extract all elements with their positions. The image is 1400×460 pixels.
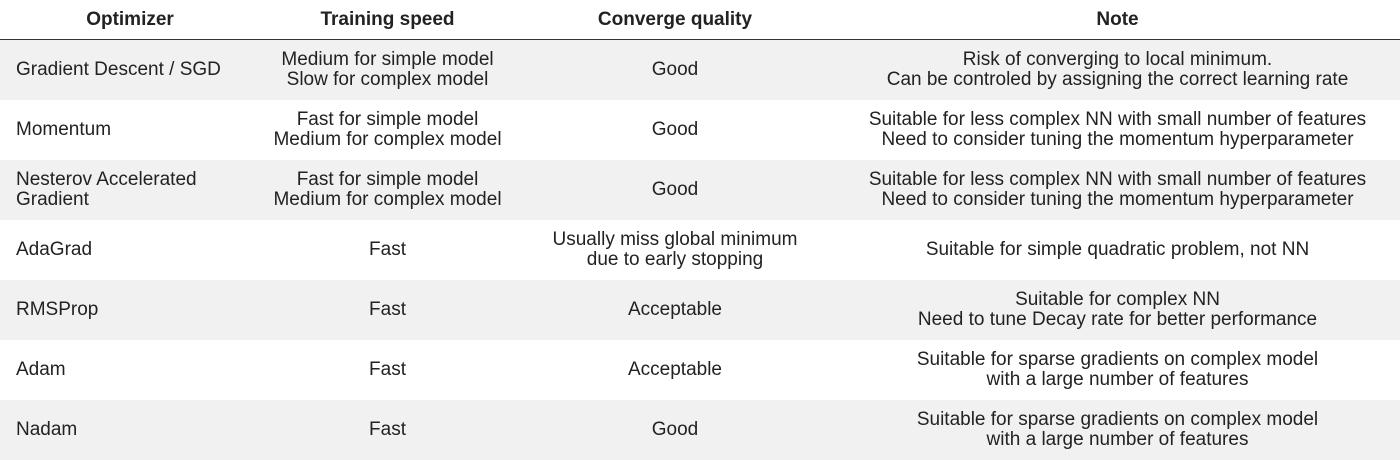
training-speed-line: Fast (264, 300, 511, 320)
training-speed-line: Medium for complex model (264, 190, 511, 210)
optimizer-name-cell: RMSProp (0, 280, 260, 340)
converge-quality-cell: Good (515, 400, 835, 460)
training-speed-cell: Fast (260, 280, 515, 340)
note-cell: Suitable for less complex NN with small … (835, 160, 1400, 220)
header-row: Optimizer Training speed Converge qualit… (0, 0, 1400, 40)
training-speed-cell: Fast (260, 220, 515, 280)
optimizer-name-cell: Adam (0, 340, 260, 400)
note-line: Need to consider tuning the momentum hyp… (839, 130, 1396, 150)
note-cell: Suitable for less complex NN with small … (835, 100, 1400, 160)
converge-quality-line: due to early stopping (519, 250, 831, 270)
converge-quality-line: Good (519, 180, 831, 200)
converge-quality-cell: Good (515, 100, 835, 160)
training-speed-cell: Fast (260, 400, 515, 460)
note-line: Can be controled by assigning the correc… (839, 70, 1396, 90)
optimizer-name-cell: Nadam (0, 400, 260, 460)
training-speed-line: Fast (264, 240, 511, 260)
training-speed-line: Slow for complex model (264, 70, 511, 90)
note-line: Suitable for less complex NN with small … (839, 110, 1396, 130)
converge-quality-cell: Good (515, 160, 835, 220)
training-speed-line: Fast for simple model (264, 170, 511, 190)
converge-quality-cell: Acceptable (515, 280, 835, 340)
note-cell: Suitable for sparse gradients on complex… (835, 400, 1400, 460)
converge-quality-line: Good (519, 60, 831, 80)
note-cell: Suitable for simple quadratic problem, n… (835, 220, 1400, 280)
converge-quality-cell: Acceptable (515, 340, 835, 400)
note-line: Suitable for sparse gradients on complex… (839, 350, 1396, 370)
converge-quality-line: Usually miss global minimum (519, 230, 831, 250)
note-line: Need to tune Decay rate for better perfo… (839, 310, 1396, 330)
note-line: Suitable for less complex NN with small … (839, 170, 1396, 190)
training-speed-line: Fast (264, 420, 511, 440)
optimizer-name-cell: Momentum (0, 100, 260, 160)
training-speed-line: Medium for simple model (264, 50, 511, 70)
training-speed-cell: Fast (260, 340, 515, 400)
training-speed-line: Medium for complex model (264, 130, 511, 150)
converge-quality-line: Good (519, 120, 831, 140)
optimizer-name-cell: Gradient Descent / SGD (0, 40, 260, 101)
note-line: Suitable for sparse gradients on complex… (839, 410, 1396, 430)
header-training-speed: Training speed (260, 0, 515, 40)
header-note: Note (835, 0, 1400, 40)
training-speed-line: Fast (264, 360, 511, 380)
optimizer-name-cell: Nesterov Accelerated Gradient (0, 160, 260, 220)
note-line: Suitable for complex NN (839, 290, 1396, 310)
converge-quality-line: Acceptable (519, 360, 831, 380)
header-converge-quality: Converge quality (515, 0, 835, 40)
note-line: Need to consider tuning the momentum hyp… (839, 190, 1396, 210)
converge-quality-line: Acceptable (519, 300, 831, 320)
header-optimizer: Optimizer (0, 0, 260, 40)
note-line: Risk of converging to local minimum. (839, 50, 1396, 70)
note-cell: Suitable for sparse gradients on complex… (835, 340, 1400, 400)
converge-quality-line: Good (519, 420, 831, 440)
training-speed-line: Fast for simple model (264, 110, 511, 130)
note-cell: Risk of converging to local minimum.Can … (835, 40, 1400, 101)
converge-quality-cell: Good (515, 40, 835, 101)
note-line: with a large number of features (839, 370, 1396, 390)
optimizer-name-cell: AdaGrad (0, 220, 260, 280)
note-line: with a large number of features (839, 430, 1396, 450)
note-line: Suitable for simple quadratic problem, n… (839, 240, 1396, 260)
